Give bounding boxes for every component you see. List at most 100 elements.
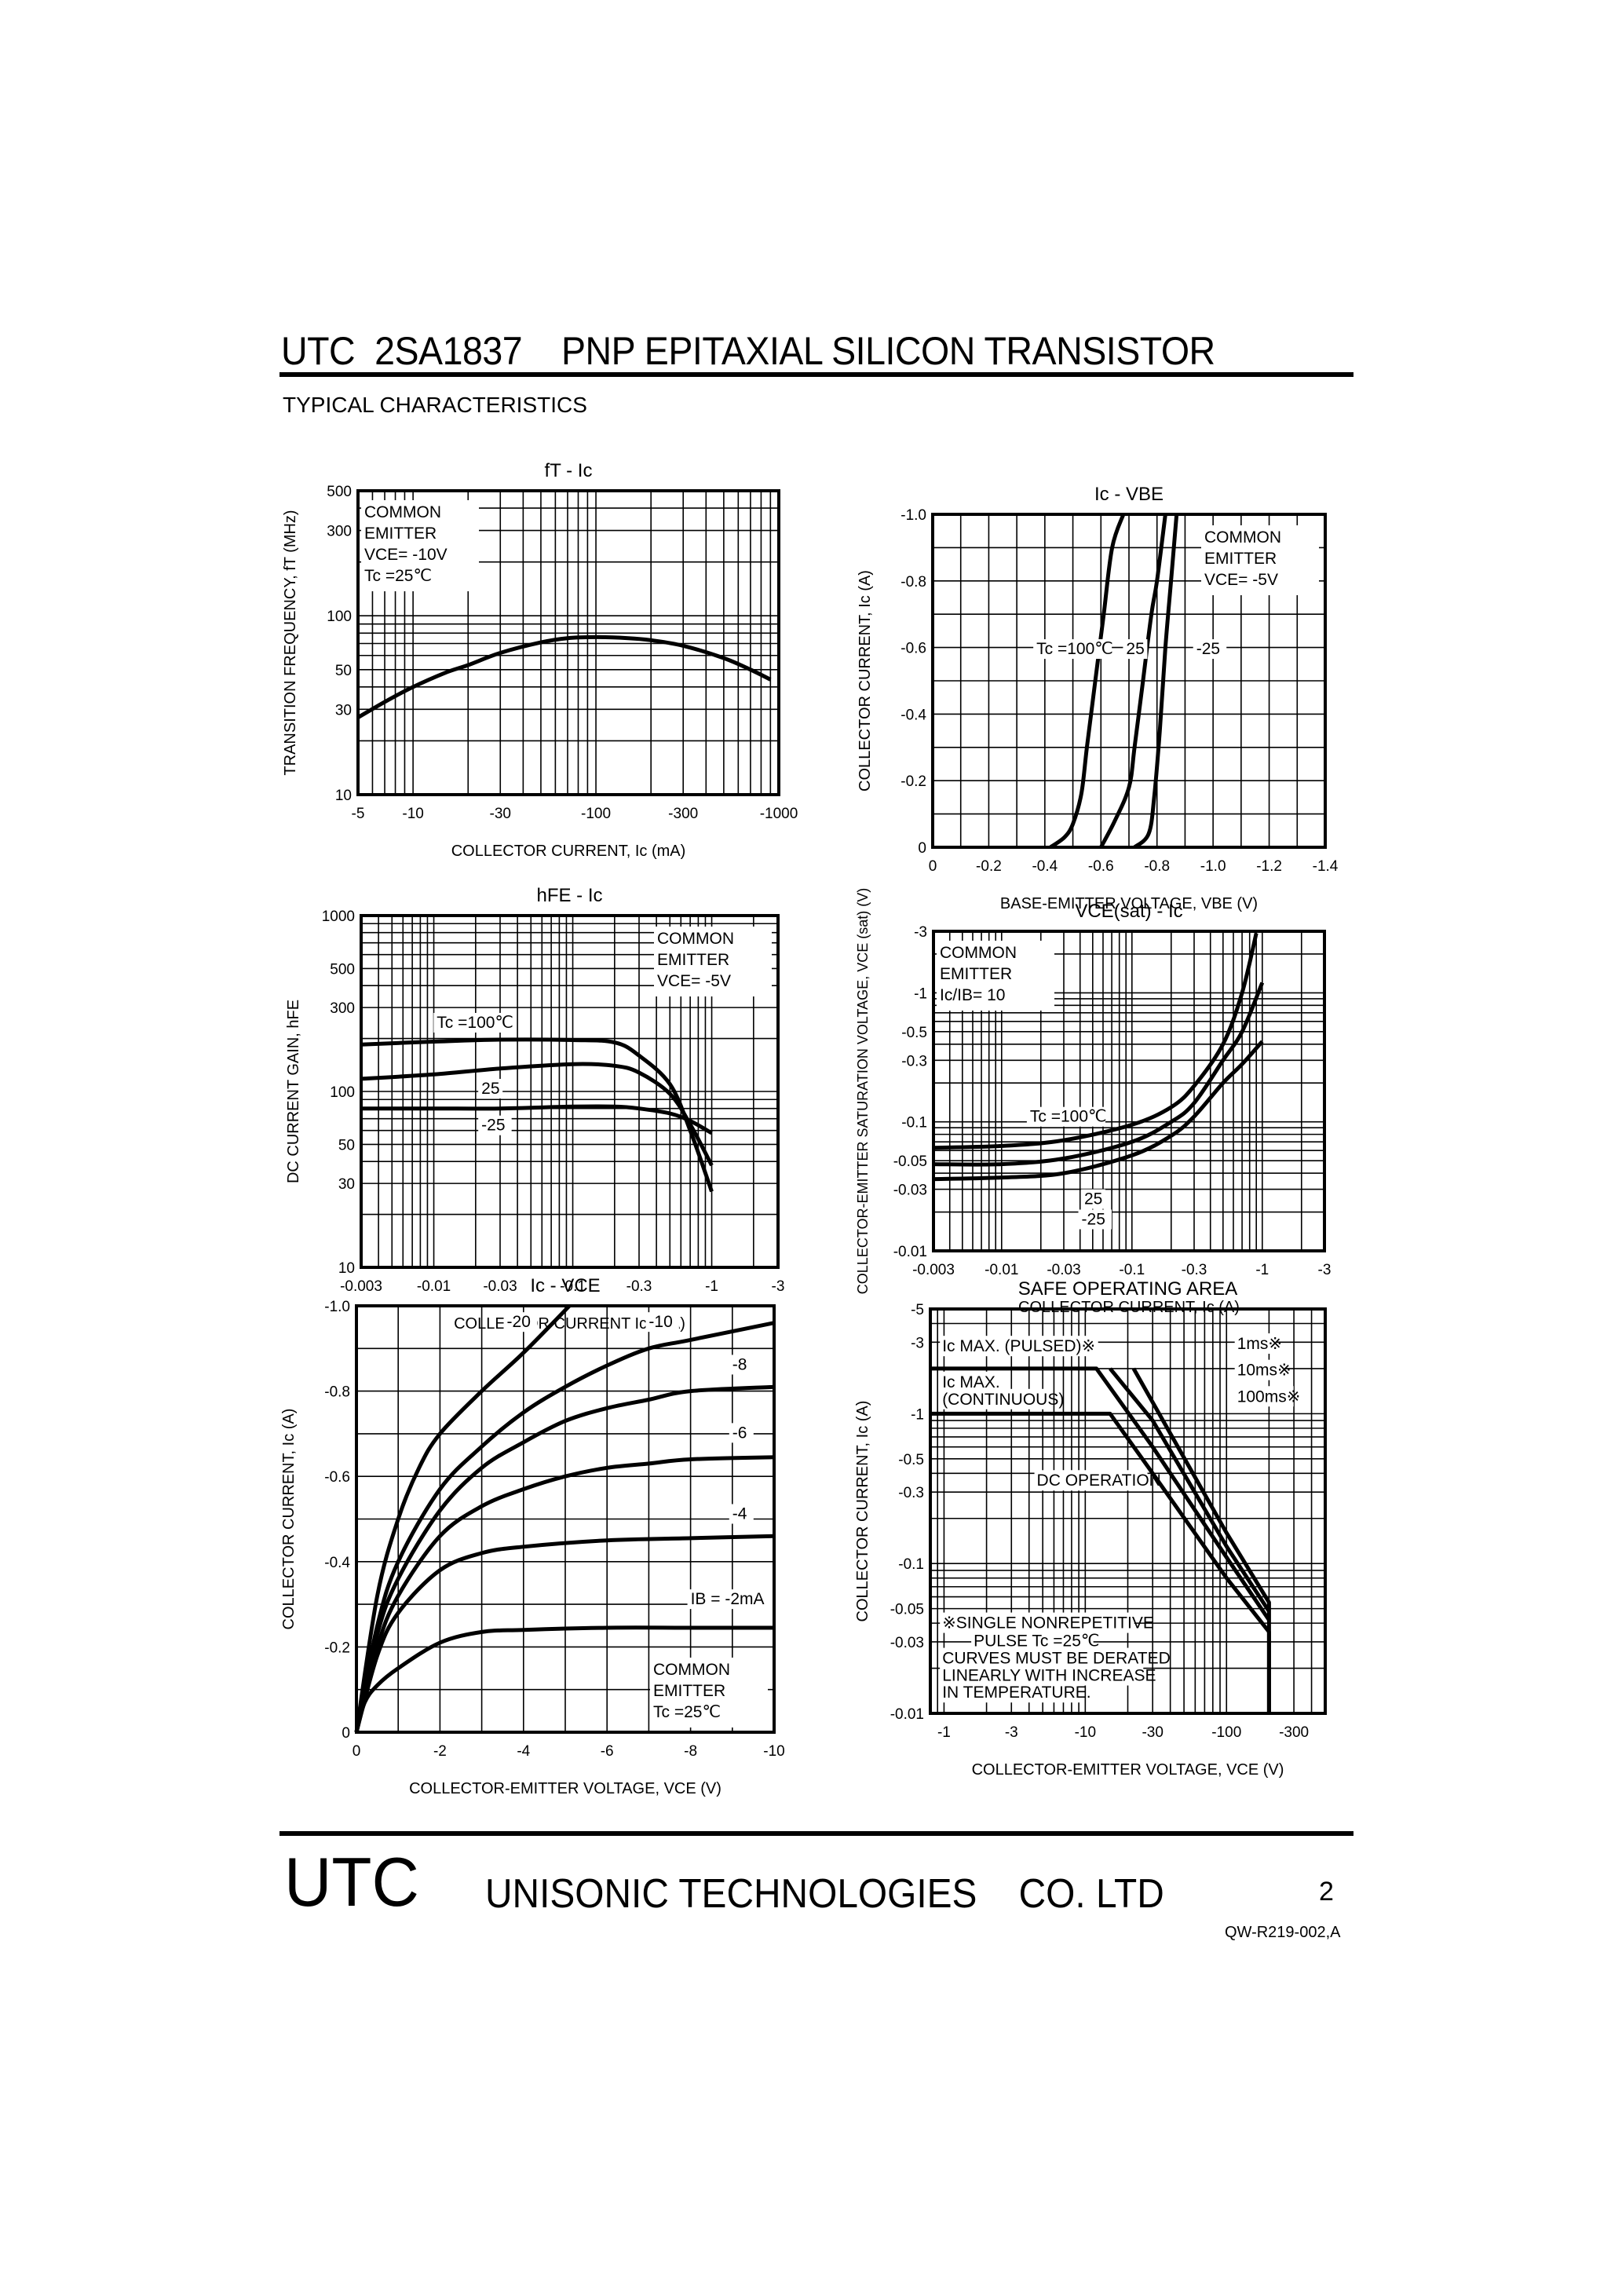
chart-title: hFE - Ic [536,885,602,906]
y-axis-label: COLLECTOR CURRENT, Ic (A) [857,570,874,792]
chart-annotation: VCE= -5V [657,972,731,990]
x-tick-label: -1 [937,1724,951,1741]
y-tick-label: -0.8 [901,574,926,590]
grid-lines [933,931,1324,1251]
x-tick-label: -0.01 [985,1262,1018,1278]
y-tick-label: -3 [911,1335,924,1351]
y-axis-label: COLLECTOR CURRENT, Ic (A) [854,1401,871,1622]
data-curve [354,1625,774,1733]
x-tick-label: -100 [581,806,611,822]
curve-label: Tc =100℃ [1030,1108,1107,1126]
x-tick-label: -0.1 [1119,1262,1145,1278]
curve-label: -8 [732,1355,747,1373]
x-tick-label: -0.01 [417,1278,451,1295]
x-tick-label: -1.4 [1313,858,1339,875]
y-tick-label: -0.03 [893,1183,927,1199]
page-number: 2 [1319,1877,1334,1907]
data-curve [1099,514,1167,849]
data-curve [1133,514,1179,849]
curve-label: -10 [648,1313,672,1331]
curve-label: -4 [732,1505,747,1523]
hfe-ic-chart: COMMON EMITTER VCE= -5V Tc =100℃ 25 -25 -0.003… [285,885,784,1333]
chart-annotation: Ic/IB= 10 [940,986,1005,1004]
y-tick-label: -0.5 [898,1452,924,1468]
chart-title: SAFE OPERATING AREA [1018,1278,1238,1300]
y-tick-label: -0.6 [324,1469,350,1486]
chart-annotation: Ic MAX. (PULSED)※ [942,1337,1095,1355]
data-curve [1109,1367,1271,1613]
data-curve [930,1366,1271,1621]
data-curve [1049,514,1126,850]
chart-title: VCE(sat) - Ic [1075,901,1182,922]
x-tick-label: -1 [705,1278,718,1295]
chart-annotation: COMMON [940,944,1017,962]
curve-label: -20 [507,1313,531,1331]
y-tick-label: -5 [911,1302,924,1318]
y-tick-label: -0.2 [324,1640,350,1656]
x-tick-label: -0.3 [627,1278,652,1295]
y-tick-label: 300 [327,524,352,540]
x-tick-label: -1 [1255,1262,1269,1278]
x-tick-label: -300 [1279,1724,1309,1741]
x-tick-label: -10 [1075,1724,1096,1741]
data-curve [360,1104,713,1135]
curve-label: 25 [481,1080,499,1098]
y-tick-label: 0 [342,1725,350,1742]
chart-annotation: ※SINGLE NONREPETITIVE [942,1614,1154,1632]
chart-title: Ic - VBE [1094,484,1164,505]
x-tick-label: -0.1 [560,1278,586,1295]
x-tick-label: -8 [684,1743,697,1760]
curve-label: -25 [1196,640,1220,658]
header-divider [279,372,1353,377]
data-curve [1131,1367,1271,1713]
x-tick-label: -1.0 [1200,858,1226,875]
data-curve [354,1304,572,1733]
chart-annotation: EMITTER [364,525,437,543]
y-tick-label: -0.3 [901,1053,927,1069]
y-tick-label: 300 [330,1000,355,1017]
chart-annotation: (CONTINUOUS) [942,1391,1064,1409]
data-curve [933,1040,1264,1182]
chart-annotation: COMMON [653,1661,730,1679]
data-curve [360,1062,714,1167]
ft-ic-chart: COMMON EMITTER VCE= -10V Tc =25℃ -5 -10 -30 -10… [282,460,798,860]
plot-frame [931,513,1327,849]
data-curve [354,1534,775,1733]
y-tick-label: -1.0 [324,1299,350,1315]
x-axis-label: BASE-EMITTER VOLTAGE, VBE (V) [1000,895,1258,912]
x-tick-label: -100 [1211,1724,1241,1741]
chart-annotation: EMITTER [657,951,729,969]
x-tick-label: -0.03 [1047,1262,1080,1278]
x-tick-label: -1000 [760,806,798,822]
x-tick-label: -0.8 [1144,858,1170,875]
x-axis-label: COLLECTOR-EMITTER VOLTAGE, VCE (V) [972,1761,1284,1779]
curve-label: 25 [1084,1190,1102,1208]
data-curve [354,1321,775,1733]
curve-label: -6 [732,1424,747,1442]
data-curve [360,1037,714,1193]
curve-label: 25 [1126,640,1144,658]
chart-annotation: EMITTER [1204,550,1277,568]
x-tick-label: -0.6 [1088,858,1114,875]
chart-annotation: EMITTER [940,965,1012,983]
chart-annotation: CURVES MUST BE DERATED [942,1650,1171,1668]
footer-divider [279,1831,1353,1836]
chart-annotation: LINEARLY WITH INCREASE [942,1667,1156,1685]
soa-chart: Ic MAX. (PULSED)※ Ic MAX.(CONTINUOUS) DC O… [854,1278,1327,1779]
chart-annotation: Tc =25℃ [364,567,432,585]
company-name: UNISONIC TECHNOLOGIES CO. LTD [485,1871,1164,1917]
plot-frame [929,1307,1327,1715]
data-curve [933,932,1259,1150]
chart-annotation: COMMON [364,503,441,521]
y-tick-label: 30 [338,1176,355,1193]
y-tick-label: -0.05 [893,1153,927,1170]
y-tick-label: 100 [330,1084,355,1101]
curve-label: -25 [1082,1210,1105,1228]
plot-frame [360,914,780,1269]
data-curve [356,634,772,719]
plot-frame [355,1304,776,1734]
chart-annotation: 100ms※ [1237,1387,1301,1406]
chart-annotation: Ic MAX. [942,1373,1000,1391]
